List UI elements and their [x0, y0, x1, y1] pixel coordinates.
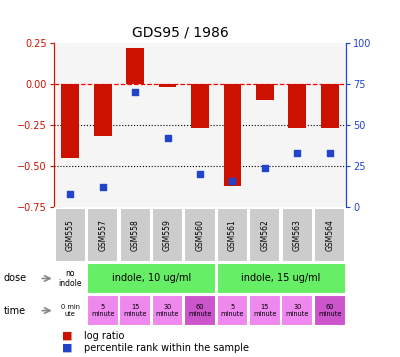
Text: indole, 10 ug/ml: indole, 10 ug/ml [112, 273, 191, 283]
Text: GDS95 / 1986: GDS95 / 1986 [132, 25, 228, 39]
Bar [216, 295, 248, 326]
Bar [249, 208, 280, 262]
Text: 5
minute: 5 minute [221, 304, 244, 317]
Text: 0 min
ute: 0 min ute [61, 304, 80, 317]
Point [100, 185, 106, 190]
Bar [61, 84, 79, 158]
Text: indole, 15 ug/ml: indole, 15 ug/ml [242, 273, 321, 283]
Bar [54, 295, 86, 326]
Text: GSM561: GSM561 [228, 219, 237, 251]
Text: GSM563: GSM563 [293, 219, 302, 251]
Text: GSM559: GSM559 [163, 219, 172, 251]
Point [197, 171, 203, 177]
Text: 60
minute: 60 minute [318, 304, 342, 317]
Text: GSM560: GSM560 [196, 219, 204, 251]
Bar [256, 84, 274, 100]
Point [229, 178, 236, 183]
Text: no
indole: no indole [58, 269, 82, 288]
Text: dose: dose [4, 273, 27, 283]
Text: 30
minute: 30 minute [156, 304, 179, 317]
Bar [54, 263, 86, 294]
Bar [191, 84, 209, 128]
Bar [87, 295, 118, 326]
Text: GSM564: GSM564 [325, 219, 334, 251]
Point [294, 150, 300, 156]
Text: GSM555: GSM555 [66, 219, 75, 251]
Bar [184, 208, 216, 262]
Bar [152, 208, 183, 262]
Bar [87, 208, 118, 262]
Text: GSM557: GSM557 [98, 219, 107, 251]
Text: GSM558: GSM558 [131, 219, 140, 251]
Bar [120, 208, 151, 262]
Text: ■: ■ [62, 331, 72, 341]
Text: 5
minute: 5 minute [91, 304, 114, 317]
Bar [216, 263, 346, 294]
Bar [249, 295, 281, 326]
Point [326, 150, 333, 156]
Bar [217, 208, 248, 262]
Text: time: time [4, 306, 26, 316]
Bar [87, 263, 216, 294]
Bar [288, 84, 306, 128]
Bar [314, 295, 346, 326]
Bar [159, 84, 176, 87]
Text: 15
minute: 15 minute [253, 304, 277, 317]
Text: log ratio: log ratio [84, 331, 124, 341]
Bar [55, 208, 86, 262]
Bar [282, 208, 313, 262]
Bar [314, 208, 345, 262]
Bar [282, 295, 313, 326]
Bar [152, 295, 184, 326]
Bar [184, 295, 216, 326]
Point [132, 89, 138, 95]
Text: 15
minute: 15 minute [123, 304, 147, 317]
Text: GSM562: GSM562 [260, 219, 269, 251]
Bar [224, 84, 241, 186]
Text: ■: ■ [62, 343, 72, 353]
Text: 60
minute: 60 minute [188, 304, 212, 317]
Bar [126, 48, 144, 84]
Point [67, 191, 74, 197]
Bar [94, 84, 112, 136]
Text: percentile rank within the sample: percentile rank within the sample [84, 343, 249, 353]
Text: 30
minute: 30 minute [286, 304, 309, 317]
Bar [321, 84, 339, 128]
Point [164, 135, 171, 141]
Point [262, 165, 268, 171]
Bar [119, 295, 151, 326]
